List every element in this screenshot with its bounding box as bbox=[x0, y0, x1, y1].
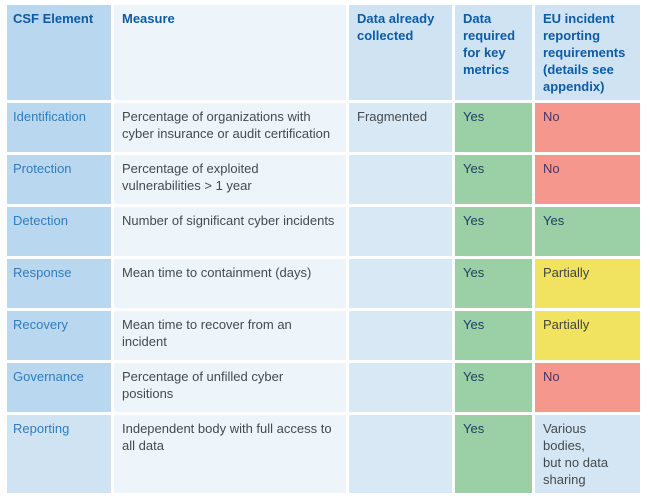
csf-element-cell: Governance bbox=[7, 363, 111, 412]
measure-cell: Percentage of unfilled cyber positions bbox=[114, 363, 346, 412]
table-row-recovery: Recovery Mean time to recover from an in… bbox=[7, 311, 640, 360]
table-row-reporting: Reporting Independent body with full acc… bbox=[7, 415, 640, 493]
data-collected-cell: Fragmented bbox=[349, 103, 452, 152]
data-collected-cell bbox=[349, 363, 452, 412]
measure-cell: Percentage of exploited vulnerabilities … bbox=[114, 155, 346, 204]
measure-cell: Mean time to recover from an incident bbox=[114, 311, 346, 360]
data-required-cell: Yes bbox=[455, 415, 532, 493]
table-row-governance: Governance Percentage of unfilled cyber … bbox=[7, 363, 640, 412]
data-collected-cell bbox=[349, 155, 452, 204]
data-collected-cell bbox=[349, 259, 452, 308]
header-eu-incident-reporting: EU incident reporting requirements (deta… bbox=[535, 5, 640, 100]
eu-requirement-cell: Partially bbox=[535, 259, 640, 308]
csf-element-cell: Detection bbox=[7, 207, 111, 256]
eu-requirement-cell: No bbox=[535, 155, 640, 204]
eu-requirement-cell: No bbox=[535, 363, 640, 412]
measure-cell: Independent body with full access to all… bbox=[114, 415, 346, 493]
csf-element-cell: Protection bbox=[7, 155, 111, 204]
header-row: CSF Element Measure Data already collect… bbox=[7, 5, 640, 100]
data-collected-cell bbox=[349, 207, 452, 256]
header-measure: Measure bbox=[114, 5, 346, 100]
table-row-identification: Identification Percentage of organizatio… bbox=[7, 103, 640, 152]
header-data-already-collected: Data already collected bbox=[349, 5, 452, 100]
table-row-detection: Detection Number of significant cyber in… bbox=[7, 207, 640, 256]
data-required-cell: Yes bbox=[455, 103, 532, 152]
eu-requirement-cell: Partially bbox=[535, 311, 640, 360]
data-required-cell: Yes bbox=[455, 363, 532, 412]
data-required-cell: Yes bbox=[455, 311, 532, 360]
table-row-response: Response Mean time to containment (days)… bbox=[7, 259, 640, 308]
csf-element-cell: Identification bbox=[7, 103, 111, 152]
data-required-cell: Yes bbox=[455, 259, 532, 308]
measure-cell: Number of significant cyber incidents bbox=[114, 207, 346, 256]
eu-requirement-cell: Yes bbox=[535, 207, 640, 256]
csf-measures-table: CSF Element Measure Data already collect… bbox=[4, 2, 643, 496]
header-data-required: Data required for key metrics bbox=[455, 5, 532, 100]
eu-requirement-cell: No bbox=[535, 103, 640, 152]
csf-element-cell: Response bbox=[7, 259, 111, 308]
csf-element-cell: Recovery bbox=[7, 311, 111, 360]
measure-cell: Mean time to containment (days) bbox=[114, 259, 346, 308]
eu-requirement-cell: Various bodies, but no data sharing bbox=[535, 415, 640, 493]
measure-cell: Percentage of organizations with cyber i… bbox=[114, 103, 346, 152]
table-row-protection: Protection Percentage of exploited vulne… bbox=[7, 155, 640, 204]
header-csf-element: CSF Element bbox=[7, 5, 111, 100]
csf-element-cell: Reporting bbox=[7, 415, 111, 493]
data-collected-cell bbox=[349, 415, 452, 493]
data-required-cell: Yes bbox=[455, 207, 532, 256]
data-required-cell: Yes bbox=[455, 155, 532, 204]
data-collected-cell bbox=[349, 311, 452, 360]
